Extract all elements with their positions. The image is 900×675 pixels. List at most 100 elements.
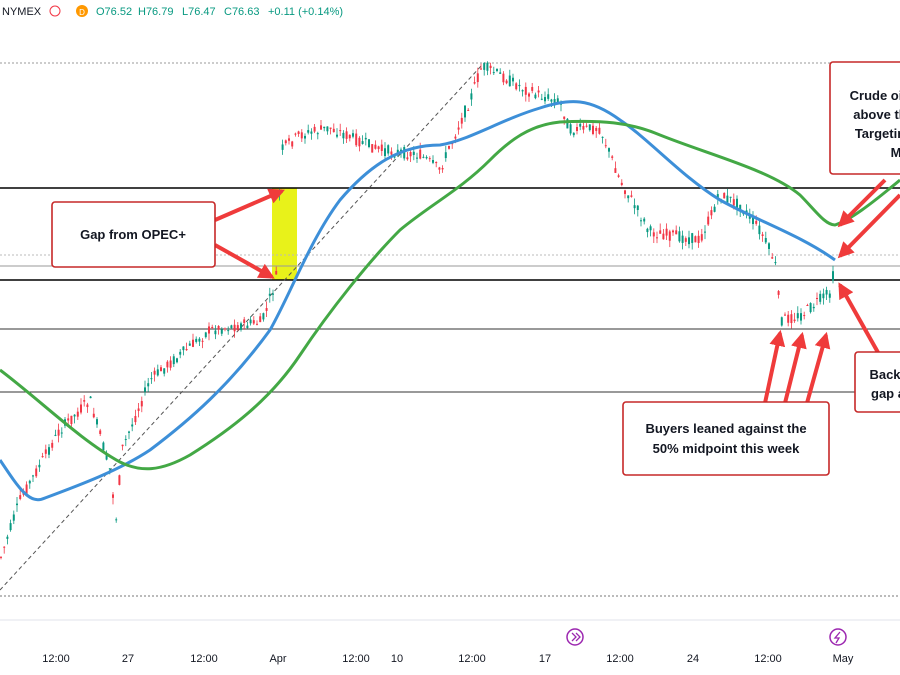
candle-body [604,145,607,147]
candle-body [368,139,370,148]
candle-body [467,109,470,111]
candle-body [326,126,329,132]
candle-body [537,90,540,93]
candle-body [153,370,156,375]
candle-body [688,237,690,245]
header-bg [0,0,900,22]
candle-body [19,495,22,499]
candle-body [188,343,191,346]
candle-body [166,361,169,368]
candle-body [608,148,610,152]
candle-body [156,369,159,376]
candle-body [208,326,210,334]
candle-body [380,144,383,151]
candle-body [275,270,278,275]
back-note: Back gap a [854,351,900,413]
candle-body [150,378,153,380]
candle-body [774,262,777,264]
candle-body [243,319,246,323]
x-tick-label: 12:00 [42,653,70,665]
badge-bg [76,5,88,17]
candle-body [160,367,162,372]
candle-body [182,346,185,351]
candle-body [473,82,476,84]
candle-body [51,442,54,448]
header: NYMEX D O76.52 H76.79 L76.47 C76.63 +0.1… [0,0,900,22]
note-text: M [891,145,900,160]
candle-body [80,404,82,413]
candle-body [355,133,358,146]
candle-body [57,429,60,436]
candle-body [316,133,319,135]
note-text: Gap from OPEC+ [80,227,186,242]
candle-body [502,73,505,83]
candle-body [307,130,310,133]
candle-body [787,314,790,323]
candle-body [624,190,626,194]
x-labels: 12:00 27 12:00 Apr 12:00 10 12:00 17 12:00 24 12:0… [42,653,854,665]
candle-body [822,293,825,299]
candle-body [819,293,822,302]
candle-body [377,146,380,150]
candle-body [297,131,300,135]
candle-body [652,232,655,237]
candle-body [713,206,716,212]
candle-body [585,125,588,127]
candle-body [252,320,255,324]
candle-body [563,116,566,119]
candle-body [220,329,223,334]
candle-body [681,235,684,243]
quote-open: O76.52 [96,6,132,18]
candle-body [409,151,412,157]
candle-body [198,338,201,342]
candle-body [460,117,463,124]
candle-body [131,424,134,427]
candle-body [755,220,758,224]
candle-body [508,75,511,87]
candle-body [579,123,582,127]
candle-body [678,231,681,242]
candle-body [361,141,364,144]
candle-body [640,220,642,222]
candle-body [102,442,105,451]
note-text: Targetin [855,126,900,141]
candle-body [800,313,802,321]
badge: D [79,8,85,17]
exchange: NYMEX [2,6,42,18]
arrow [214,188,285,222]
candle-body [108,468,111,470]
candle-body [707,216,710,225]
candle-body [636,205,639,211]
candle-body [406,157,409,160]
candle-body [44,449,47,454]
candle-body [790,314,793,324]
candle-body [262,313,265,320]
candle-body [483,63,486,70]
candle-body [67,418,70,421]
candle-body [560,103,562,105]
candle-body [230,325,233,329]
candle-body [345,131,348,139]
candle-body [134,416,137,423]
candle-body [566,118,569,129]
candle-body [675,230,678,235]
candle-body [739,204,742,212]
candle-body [422,156,425,158]
candle-body [339,130,342,132]
candle-body [489,65,492,69]
candle-body [192,339,194,347]
candle-body [518,84,521,87]
note-text: gap a [871,386,900,401]
candle-body [214,330,217,335]
candle-body [291,141,294,147]
x-tick-label: 12:00 [606,653,634,665]
candle-body [425,156,428,159]
candle-body [169,360,172,368]
note-text: Buyers leaned against the [645,421,806,436]
candle-body [32,475,34,477]
candle-body [272,293,274,295]
x-axis: 12:00 27 12:00 Apr 12:00 10 12:00 17 12:00 24 12:0… [0,619,900,665]
candle-body [304,135,306,139]
candle-body [89,396,92,399]
candle-body [633,205,636,209]
